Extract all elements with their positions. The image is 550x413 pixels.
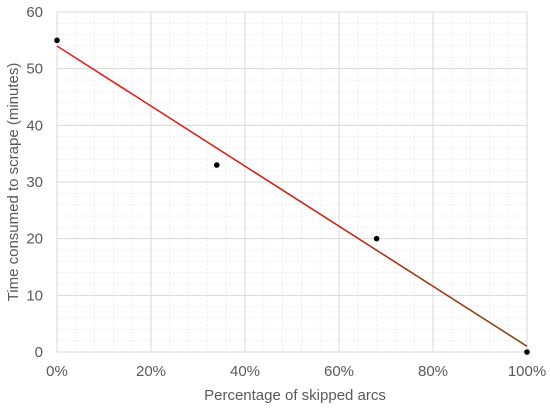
y-axis-label: Time consumed to scrape (minutes) (5, 63, 22, 302)
x-tick-labels: 0% 20% 40% 60% 80% 100% (46, 363, 546, 380)
data-points (54, 37, 530, 355)
y-tick-label: 40 (26, 117, 43, 134)
x-tick-label: 60% (324, 363, 354, 380)
y-tick-label: 50 (26, 61, 43, 78)
x-tick-label: 100% (508, 363, 546, 380)
y-tick-label: 0 (35, 344, 43, 361)
data-point (524, 349, 530, 355)
y-tick-label: 60 (26, 4, 43, 21)
data-point (214, 162, 220, 168)
x-tick-label: 20% (136, 363, 166, 380)
trendline (56, 45, 528, 348)
x-tick-label: 0% (46, 363, 68, 380)
major-gridlines (56, 11, 528, 353)
y-tick-label: 20 (26, 231, 43, 248)
x-axis-label: Percentage of skipped arcs (204, 387, 386, 404)
y-tick-label: 10 (26, 287, 43, 304)
data-point (54, 37, 60, 44)
trendline-group (56, 45, 528, 348)
y-tick-labels: 0 10 20 30 40 50 60 (26, 4, 43, 361)
y-tick-label: 30 (26, 174, 43, 191)
data-point (373, 235, 380, 242)
x-tick-label: 80% (418, 363, 448, 380)
x-tick-label: 40% (230, 363, 260, 380)
